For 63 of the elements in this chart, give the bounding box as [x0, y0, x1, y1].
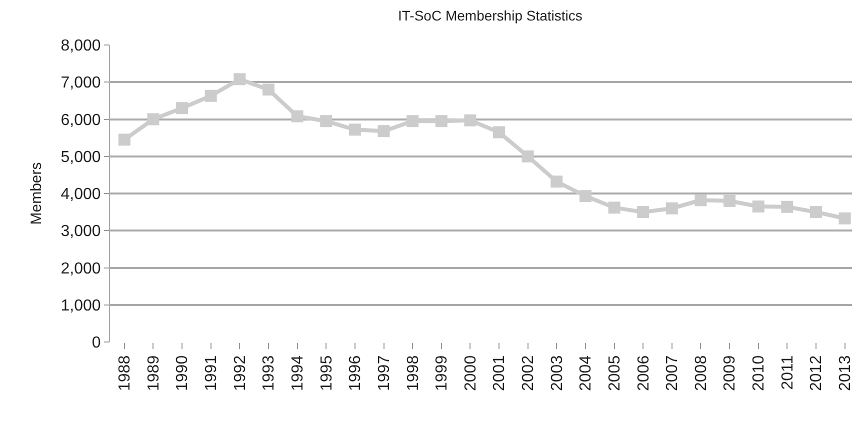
x-tick-label: 1995	[318, 355, 336, 391]
point	[724, 194, 736, 207]
y-tick-label: 0	[92, 334, 101, 352]
point	[637, 206, 650, 218]
y-axis-title: Members	[28, 162, 46, 225]
point	[204, 90, 217, 102]
x-tick-label: 2007	[664, 355, 682, 391]
y-tick-label: 4,000	[60, 186, 101, 204]
x-tick-label: 2013	[837, 355, 854, 391]
x-tick-label: 1990	[174, 355, 192, 391]
x-tick-label: 2009	[722, 355, 739, 391]
point	[493, 126, 506, 138]
point	[694, 194, 707, 206]
point	[666, 202, 678, 214]
x-tick-label: 1992	[232, 355, 249, 391]
point	[838, 212, 851, 224]
point	[810, 206, 822, 218]
x-tick-label: 2004	[578, 355, 595, 391]
point	[781, 200, 794, 213]
x-tick-label: 2000	[462, 355, 480, 391]
x-tick-label: 2011	[779, 355, 796, 390]
point	[550, 176, 563, 188]
point	[522, 150, 534, 162]
x-tick-label: 1999	[434, 355, 451, 391]
x-tick-label: 2008	[692, 355, 710, 391]
y-tick-label: 3,000	[60, 223, 101, 240]
point	[118, 134, 130, 146]
point	[234, 73, 246, 86]
x-tick-label: 1997	[376, 355, 393, 391]
x-tick-label: 2010	[750, 355, 768, 391]
point	[464, 114, 476, 126]
point	[608, 202, 620, 214]
point	[435, 115, 448, 128]
point	[176, 102, 188, 114]
x-tick-label: 2006	[635, 355, 652, 391]
y-tick-label: 5,000	[60, 148, 101, 166]
x-tick-label: 1993	[260, 355, 278, 391]
x-tick-label: 2005	[606, 355, 624, 391]
x-tick-label: 1996	[347, 355, 364, 391]
x-tick-label: 1988	[116, 355, 134, 391]
point	[406, 115, 419, 128]
y-tick-label: 8,000	[60, 38, 101, 55]
point	[291, 110, 304, 122]
x-tick-label: 2012	[808, 355, 826, 391]
point	[579, 190, 592, 202]
point	[378, 125, 390, 138]
chart-title: IT-SoC Membership Statistics	[398, 7, 582, 24]
x-tick-label: 1998	[404, 355, 422, 391]
x-tick-label: 2001	[491, 355, 508, 391]
point	[262, 84, 274, 96]
point	[348, 124, 361, 136]
x-tick-label: 2003	[548, 355, 566, 391]
y-tick-label: 1,000	[60, 297, 101, 314]
point	[147, 113, 160, 126]
y-tick-label: 2,000	[60, 260, 101, 278]
point	[320, 115, 332, 128]
y-tick-label: 6,000	[60, 112, 101, 129]
x-tick-label: 1991	[203, 355, 220, 391]
x-tick-label: 1994	[290, 355, 306, 391]
x-tick-label: 1989	[145, 355, 162, 391]
x-tick-label: 2002	[520, 355, 538, 391]
y-tick-label: 7,000	[60, 74, 101, 92]
point	[752, 200, 764, 212]
